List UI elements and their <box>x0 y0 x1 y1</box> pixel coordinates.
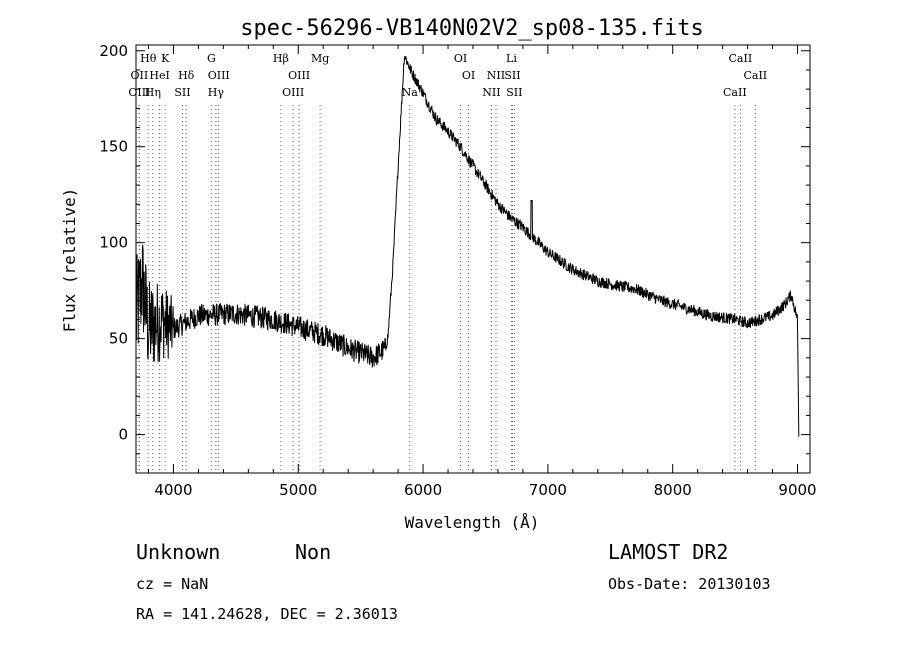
survey-text: LAMOST DR2 <box>608 540 729 564</box>
spectral-line-label: HeI <box>149 69 169 82</box>
x-tick-label: 8000 <box>654 481 692 499</box>
spectral-line-label: K <box>161 52 170 65</box>
classification-text: Unknown <box>136 540 221 564</box>
plot-frame <box>135 44 811 474</box>
subclass-text: Non <box>295 540 332 564</box>
redshift-text: cz = NaN <box>136 575 209 593</box>
spectral-line-label: CaII <box>729 52 753 65</box>
spectral-line-label: G <box>207 52 216 65</box>
y-tick-label: 200 <box>99 42 128 60</box>
spectral-line-label: OI <box>462 69 475 82</box>
y-tick-label: 150 <box>99 138 128 156</box>
spectral-line-label: NII <box>487 69 505 82</box>
spectral-line-label: OIII <box>288 69 310 82</box>
spectral-line-label: OIII <box>282 86 304 99</box>
x-tick-label: 6000 <box>404 481 442 499</box>
spectral-line-label: Na <box>402 86 419 99</box>
y-tick-label: 0 <box>118 426 128 444</box>
spectral-line-label: Hθ <box>140 52 157 65</box>
x-tick-label: 9000 <box>778 481 816 499</box>
spectral-line-label: Mg <box>311 52 329 65</box>
spectral-line-label: NII <box>482 86 500 99</box>
spectral-line-label: Li <box>506 52 517 65</box>
y-tick-label: 100 <box>99 234 128 252</box>
x-tick-label: 7000 <box>529 481 567 499</box>
spectrum-line <box>135 55 800 437</box>
spectral-line-label: SII <box>504 69 520 82</box>
spectral-line-label: SII <box>506 86 522 99</box>
spectral-line-label: Hη <box>145 86 161 99</box>
x-tick-label: 5000 <box>279 481 317 499</box>
obs-date-text: Obs-Date: 20130103 <box>608 575 771 593</box>
coordinates-text: RA = 141.24628, DEC = 2.36013 <box>136 605 398 623</box>
spectral-line-label: CaII <box>743 69 767 82</box>
spectral-line-label: Hδ <box>178 69 195 82</box>
y-axis-label: Flux (relative) <box>60 188 79 333</box>
axis-ticks-layer: 4000 5000 6000 7000 8000 9000 0 50 100 150 200 <box>99 42 816 499</box>
spectral-line-label: CaII <box>723 86 747 99</box>
x-tick-label: 4000 <box>154 481 192 499</box>
spectral-line-label: SII <box>174 86 190 99</box>
x-axis-label: Wavelength (Å) <box>405 513 540 532</box>
spectral-line-label: OIII <box>128 86 150 99</box>
y-tick-label: 50 <box>109 330 128 348</box>
spectral-line-label: Hγ <box>208 86 225 99</box>
spectral-line-label: OIII <box>208 69 230 82</box>
spectrum-layer <box>135 55 800 437</box>
chart-title: spec-56296-VB140N02V2_sp08-135.fits <box>240 16 704 41</box>
spectral-line-label: Hβ <box>273 52 289 65</box>
spectral-line-label: OI <box>454 52 467 65</box>
spectral-line-label: OII <box>131 69 149 82</box>
